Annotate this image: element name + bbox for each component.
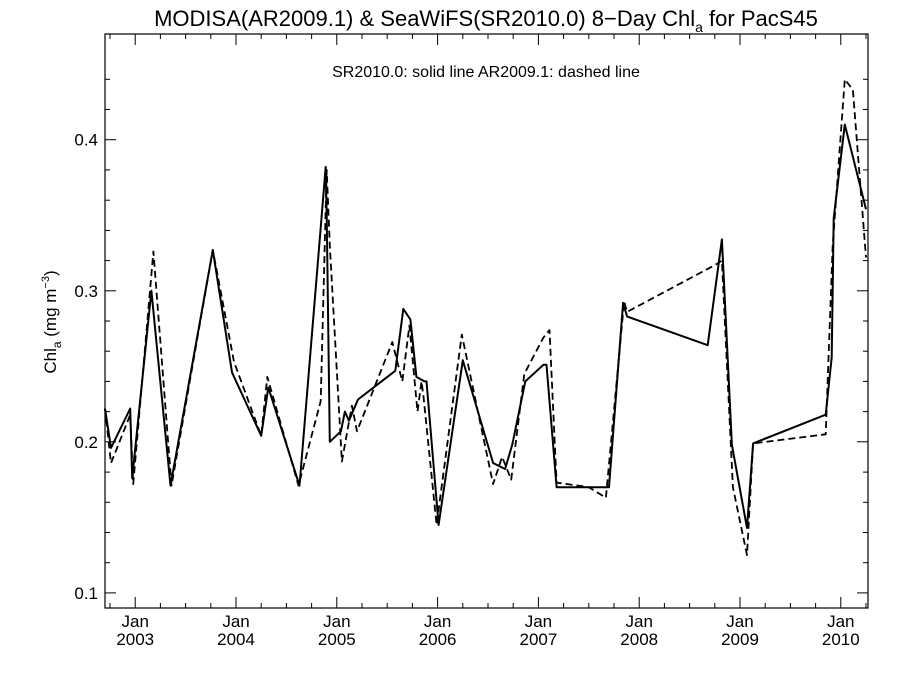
x-tick-month: Jan — [625, 612, 652, 631]
y-tick-label: 0.2 — [74, 433, 98, 452]
plot-frame — [104, 33, 869, 609]
x-tick-year: 2007 — [519, 630, 557, 649]
chart-title: MODISA(AR2009.1) & SeaWiFS(SR2010.0) 8−D… — [154, 6, 818, 35]
y-tick-label: 0.1 — [74, 584, 98, 603]
x-tick-month: Jan — [726, 612, 753, 631]
x-tick-year: 2003 — [116, 630, 154, 649]
series-annotation: SR2010.0: solid line AR2009.1: dashed li… — [332, 64, 640, 81]
x-tick-month: Jan — [424, 612, 451, 631]
y-ticks: 0.1 0.2 0.3 0.4 — [74, 78, 868, 603]
y-tick-label: 0.4 — [74, 131, 98, 150]
series-line-dashed — [104, 78, 867, 556]
series-line-solid — [104, 123, 867, 529]
x-tick-month: Jan — [122, 612, 149, 631]
x-tick-month: Jan — [827, 612, 854, 631]
x-tick-year: 2009 — [721, 630, 759, 649]
x-tick-year: 2005 — [318, 630, 356, 649]
y-tick-label: 0.3 — [74, 282, 98, 301]
x-tick-month: Jan — [222, 612, 249, 631]
x-tick-year: 2006 — [419, 630, 457, 649]
x-tick-year: 2004 — [217, 630, 255, 649]
x-tick-year: 2008 — [620, 630, 658, 649]
x-tick-month: Jan — [323, 612, 350, 631]
x-tick-year: 2010 — [822, 630, 860, 649]
x-ticks: Jan2003Jan2004Jan2005Jan2006Jan2007Jan20… — [109, 34, 867, 649]
y-axis-label: Chla (mg m−3) — [40, 270, 64, 373]
series-group — [104, 78, 867, 556]
x-tick-month: Jan — [525, 612, 552, 631]
